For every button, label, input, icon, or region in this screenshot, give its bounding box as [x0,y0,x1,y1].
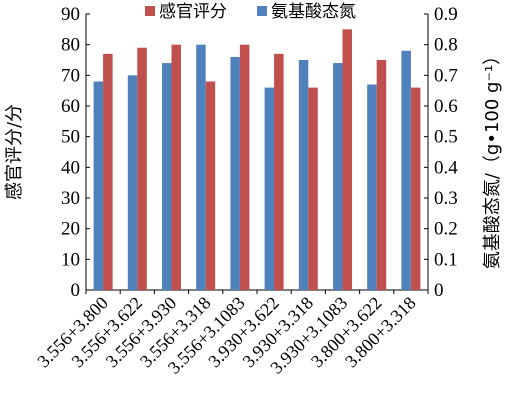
left-tick-label: 10 [61,249,80,270]
legend-label: 感官评分 [159,2,227,22]
bar-sensory-score [274,53,284,290]
left-tick-label: 0 [71,280,81,301]
right-tick-label: 0.4 [434,157,458,178]
bar-sensory-score [137,47,147,290]
bar-amino-acid-nitrogen [401,50,411,290]
bar-amino-acid-nitrogen [162,63,172,290]
bar-amino-acid-nitrogen [333,63,343,290]
left-axis-title: 感官评分/分 [4,104,25,200]
right-tick-label: 0.6 [434,96,458,117]
bar-sensory-score [103,53,113,290]
right-tick-label: 0.8 [434,35,458,56]
legend-label: 氨基酸态氮 [271,2,356,22]
bar-sensory-score [342,29,352,290]
bar-sensory-score [410,87,421,290]
right-tick-label: 0.9 [434,4,458,25]
left-axis-ticks: 0 10 20 30 40 50 60 70 80 90 [61,4,90,301]
bar-amino-acid-nitrogen [127,75,138,290]
legend: 感官评分 氨基酸态氮 [145,2,356,22]
left-tick-label: 40 [61,157,80,178]
legend-swatch [145,6,155,16]
left-tick-label: 60 [61,96,80,117]
right-tick-label: 0 [434,280,444,301]
left-tick-label: 80 [61,35,80,56]
left-tick-label: 50 [61,127,80,148]
bar-amino-acid-nitrogen [367,84,377,291]
bar-sensory-score [239,44,250,290]
bar-amino-acid-nitrogen [264,87,275,290]
right-tick-label: 0.7 [434,65,458,86]
left-tick-label: 20 [61,219,80,240]
bar-amino-acid-nitrogen [230,56,240,290]
bars [93,29,421,291]
left-tick-label: 90 [61,4,80,25]
left-tick-label: 30 [61,188,80,209]
right-tick-label: 0.1 [434,249,458,270]
bar-amino-acid-nitrogen [298,60,309,290]
right-tick-label: 0.5 [434,127,458,148]
bar-sensory-score [376,60,387,290]
bar-amino-acid-nitrogen [93,81,104,290]
right-tick-label: 0.2 [434,219,458,240]
right-axis-ticks: 0 0.1 0.2 0.3 0.4 0.5 0.6 0.7 0.8 0.9 [424,4,458,301]
left-tick-label: 70 [61,65,80,86]
bar-sensory-score [308,87,318,290]
right-axis-title: 氨基酸态氮/（g•100 g⁻¹） [482,47,503,269]
legend-swatch [257,6,267,16]
right-tick-label: 0.3 [434,188,458,209]
bar-amino-acid-nitrogen [196,44,206,290]
bar-sensory-score [171,44,181,290]
category-labels: 3.556+3.8003.556+3.6223.556+3.9303.556+3… [33,293,419,378]
bar-sensory-score [205,81,216,290]
